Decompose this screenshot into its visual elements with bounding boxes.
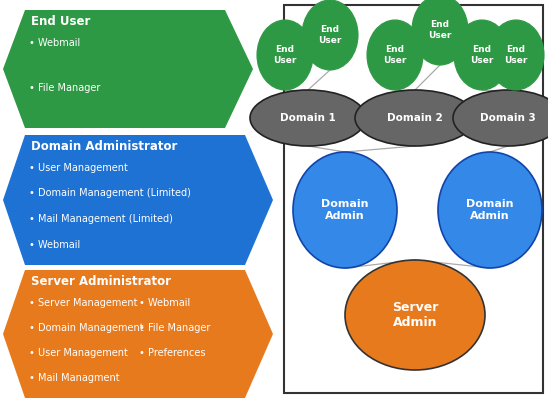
Ellipse shape	[250, 90, 366, 146]
Ellipse shape	[302, 0, 358, 70]
Text: Domain
Admin: Domain Admin	[321, 199, 369, 221]
Text: End
User: End User	[429, 20, 452, 40]
Ellipse shape	[293, 152, 397, 268]
Ellipse shape	[438, 152, 542, 268]
Text: • Preferences: • Preferences	[139, 348, 206, 358]
Bar	[284, 5, 543, 393]
Text: End User: End User	[31, 15, 90, 28]
Text: • Mail Management (Limited): • Mail Management (Limited)	[29, 214, 173, 224]
Text: Domain Administrator: Domain Administrator	[31, 140, 178, 153]
Ellipse shape	[355, 90, 475, 146]
Text: End
User: End User	[383, 45, 407, 65]
Text: • User Management: • User Management	[29, 348, 128, 358]
Text: • Webmail: • Webmail	[29, 38, 80, 48]
Text: End
User: End User	[273, 45, 296, 65]
Text: Server Administrator: Server Administrator	[31, 275, 171, 288]
Text: Domain
Admin: Domain Admin	[466, 199, 514, 221]
Ellipse shape	[453, 90, 548, 146]
Text: Domain 3: Domain 3	[480, 113, 536, 123]
Ellipse shape	[257, 20, 313, 90]
Text: • Mail Managment: • Mail Managment	[29, 373, 119, 383]
Text: • User Management: • User Management	[29, 163, 128, 173]
Text: Domain 1: Domain 1	[280, 113, 336, 123]
Text: • Server Management: • Server Management	[29, 298, 138, 308]
Text: End
User: End User	[504, 45, 528, 65]
Ellipse shape	[412, 0, 468, 65]
Text: • Webmail: • Webmail	[29, 239, 80, 249]
Polygon shape	[3, 10, 253, 128]
Text: • File Manager: • File Manager	[139, 323, 210, 333]
Ellipse shape	[345, 260, 485, 370]
Polygon shape	[3, 270, 273, 398]
Ellipse shape	[454, 20, 510, 90]
Text: • Domain Management: • Domain Management	[29, 323, 144, 333]
Ellipse shape	[367, 20, 423, 90]
Polygon shape	[3, 135, 273, 265]
Text: Domain 2: Domain 2	[387, 113, 443, 123]
Text: Server
Admin: Server Admin	[392, 301, 438, 329]
Text: • Domain Management (Limited): • Domain Management (Limited)	[29, 188, 191, 198]
Ellipse shape	[488, 20, 544, 90]
Text: End
User: End User	[470, 45, 494, 65]
Text: • Webmail: • Webmail	[139, 298, 190, 308]
Text: • File Manager: • File Manager	[29, 83, 100, 93]
Text: End
User: End User	[318, 25, 342, 45]
